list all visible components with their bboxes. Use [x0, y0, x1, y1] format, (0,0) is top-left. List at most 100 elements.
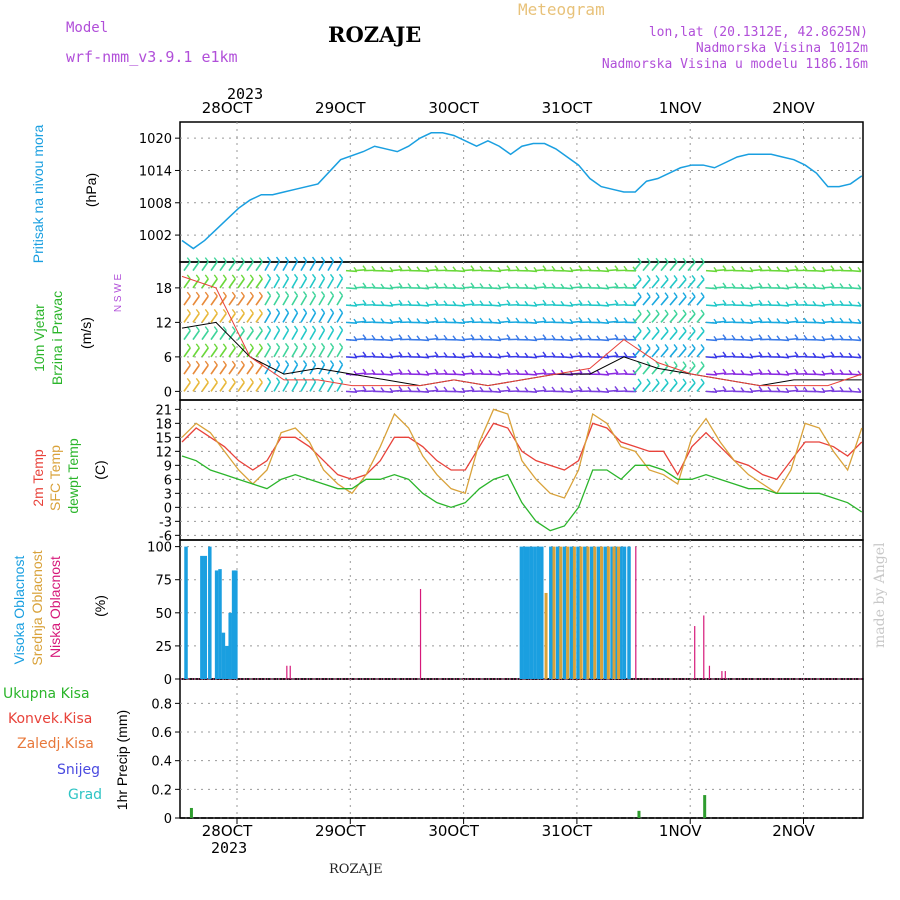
- wind-barb-feather: [839, 369, 844, 375]
- wind-barb: [633, 261, 642, 272]
- wind-barb: [237, 364, 245, 375]
- wind-barb-feather: [731, 369, 736, 375]
- wind-barb-feather: [407, 369, 412, 375]
- wind-barb-feather: [407, 265, 412, 271]
- wind-barb: [228, 330, 236, 341]
- high-cloud-bar: [536, 546, 541, 679]
- wind-barb-feather: [664, 326, 669, 332]
- x-tick-label-top: 28OCT: [202, 99, 253, 117]
- wind-barb-feather: [839, 300, 844, 306]
- wind-barb: [237, 312, 245, 323]
- wind-barb: [291, 295, 299, 306]
- wind-barb-feather: [311, 325, 317, 331]
- y-tick-label: 100: [147, 541, 172, 556]
- low-cloud-bar: [635, 546, 637, 679]
- wind-barb-feather: [664, 378, 669, 384]
- wind-barb-feather: [614, 316, 619, 322]
- wind-barb-feather: [186, 257, 191, 263]
- wind-barb: [687, 296, 696, 306]
- wind-barb: [327, 312, 335, 323]
- wind-barb-feather: [320, 342, 326, 348]
- wind-barb-feather: [803, 369, 808, 375]
- wind-barb: [669, 261, 678, 272]
- wind-barb-feather: [794, 351, 799, 357]
- x-tick-label-bottom: 1NOV: [659, 822, 702, 840]
- wind-barb-feather: [311, 291, 317, 297]
- wind-barb-feather: [857, 284, 862, 290]
- wind-barb-feather: [302, 308, 308, 314]
- wind-barb-feather: [700, 326, 705, 332]
- wind-barb: [642, 382, 651, 392]
- high-cloud-bar: [228, 612, 232, 679]
- wind-barb-feather: [830, 334, 835, 340]
- wind-barb-feather: [646, 309, 651, 315]
- wind-barb-feather: [311, 360, 317, 366]
- wind-barb: [228, 295, 236, 306]
- wind-barb-feather: [673, 361, 678, 367]
- wind-barb-feather: [204, 257, 209, 263]
- y-tick-label: -3: [159, 515, 172, 530]
- wind-barb-feather: [362, 265, 367, 271]
- wind-barb-feather: [515, 369, 520, 375]
- wind-barb-feather: [204, 274, 209, 280]
- wind-barb: [219, 261, 227, 272]
- wind-barb: [696, 313, 705, 323]
- wind-barb: [291, 277, 299, 289]
- wind-barb-feather: [682, 257, 687, 263]
- wind-barb: [192, 261, 200, 272]
- wind-barb: [336, 260, 344, 272]
- wind-barb-feather: [637, 309, 642, 315]
- wind-barb-feather: [231, 326, 236, 332]
- wind-barb-feather: [311, 308, 317, 314]
- wind-barb-feather: [587, 317, 592, 323]
- high-cloud-bar: [622, 546, 627, 679]
- wind-barb-feather: [195, 326, 200, 332]
- wind-barb: [678, 330, 687, 341]
- wind-barb-feather: [515, 352, 520, 357]
- wind-barb-feather: [691, 378, 696, 384]
- wind-barb-feather: [803, 317, 808, 323]
- wind-barb-feather: [249, 326, 254, 332]
- wind-barb-feather: [362, 299, 367, 305]
- y-tick-label: 18: [155, 417, 172, 432]
- wind-barb: [282, 295, 290, 306]
- wind-barb-feather: [655, 344, 660, 349]
- wind-barb: [849, 287, 862, 290]
- high-cloud-bar: [533, 546, 537, 679]
- wind-barb-feather: [767, 300, 772, 306]
- wind-barb-feather: [515, 317, 520, 323]
- elevation-label: Nadmorska Visina 1012m: [695, 41, 868, 56]
- wind-barb: [273, 277, 281, 289]
- wind-barb-feather: [213, 257, 218, 263]
- wind-barb: [282, 277, 290, 289]
- panel-frame-4: [179, 678, 864, 819]
- wind-barb-feather: [830, 316, 835, 322]
- wind-barb-feather: [673, 292, 678, 298]
- wind-barb: [237, 330, 245, 341]
- low-cloud-bar: [721, 671, 723, 679]
- wind-barb: [318, 277, 326, 289]
- wind-barb: [237, 278, 245, 289]
- wind-barb-feather: [302, 256, 308, 262]
- wind-barb-feather: [578, 265, 583, 271]
- wind-barb-feather: [637, 275, 642, 280]
- wind-barb-feather: [398, 265, 403, 271]
- wind-barb-feather: [293, 308, 299, 314]
- wind-barb: [282, 260, 290, 272]
- wind-barb-feather: [722, 368, 727, 374]
- wind-barb-feather: [722, 334, 727, 340]
- wind-barb: [273, 312, 281, 323]
- wind-barb-feather: [758, 385, 763, 391]
- wind-barb-feather: [293, 273, 299, 279]
- wind-barb-feather: [664, 292, 669, 298]
- wind-barb-feather: [284, 325, 290, 331]
- wind-barb-feather: [673, 257, 678, 263]
- wind-barb-feather: [614, 334, 619, 340]
- high-cloud-bar: [214, 570, 219, 679]
- wind-barb-feather: [204, 291, 209, 297]
- wind-barb: [246, 364, 254, 375]
- wind-barb: [183, 312, 191, 323]
- wind-barb: [678, 261, 687, 272]
- wind-barb: [282, 364, 290, 375]
- wind-barb: [336, 346, 344, 358]
